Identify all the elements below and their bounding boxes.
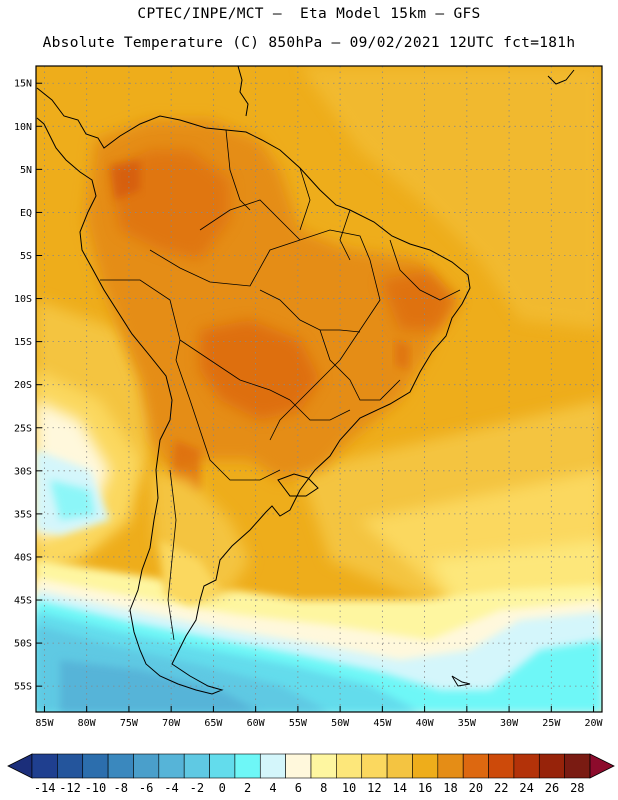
colorbar-swatch [412,753,439,779]
chart-subtitle: Absolute Temperature (C) 850hPa – 09/02/… [42,35,576,51]
lon-tick-label: 70W [162,718,181,729]
lon-tick-label: 25W [542,718,561,729]
colorbar-swatch [437,753,464,779]
colorbar-swatch [462,753,489,779]
country-borders [100,129,461,641]
lon-tick-label: 60W [247,718,266,729]
colorbar-label: -4 [164,781,178,795]
colorbar-label: -12 [59,781,81,795]
colorbar-swatch [57,753,84,779]
colorbar-swatch [158,753,185,779]
longitude-axis: 85W 80W 75W 70W 65W 60W 55W 50W 45W 40W 35W 30W 25W 2… [35,706,604,729]
colorbar-label: 16 [418,781,432,795]
colorbar-label: -8 [114,781,128,795]
lon-tick-label: 75W [120,718,139,729]
chart-title: CPTEC/INPE/MCT – Eta Model 15km – GFS [137,6,481,22]
colorbar-label: 28 [570,781,584,795]
lat-tick-label: 40S [14,552,32,563]
colorbar-label: 0 [219,781,226,795]
colorbar-swatch [234,753,261,779]
colorbar-under-triangle [7,753,33,779]
temperature-field [36,66,602,712]
lat-tick-label: 55S [14,682,32,693]
lat-tick-label: 25S [14,423,32,434]
colorbar-label: -6 [139,781,153,795]
colorbar-label: 18 [443,781,457,795]
colorbar-swatch [513,753,540,779]
colorbar-label: 26 [545,781,559,795]
lon-tick-label: 40W [416,718,435,729]
colorbar-swatch [107,753,134,779]
lon-tick-label: 55W [289,718,308,729]
colorbar-label: 14 [393,781,407,795]
colorbar-swatch [336,753,363,779]
colorbar-swatch [183,753,210,779]
lat-tick-label: 10S [14,294,32,305]
colorbar-label: 10 [342,781,356,795]
colorbar-label: 4 [269,781,276,795]
colorbar-label: -2 [190,781,204,795]
lat-tick-label: 5N [20,165,32,176]
colorbar: -14 -12 -10 -8 -6 -4 -2 0 2 4 6 8 10 12 14 16 18 20 22 24 26… [7,753,615,795]
colorbar-label: -10 [85,781,107,795]
colorbar-over-triangle [589,753,615,779]
colorbar-label: 24 [519,781,533,795]
colorbar-swatch [386,753,413,779]
lat-tick-label: 5S [20,251,32,262]
colorbar-swatch [564,753,591,779]
lon-tick-label: 85W [35,718,54,729]
colorbar-swatch [31,753,58,779]
colorbar-swatch [538,753,565,779]
lon-tick-label: 35W [458,718,477,729]
colorbar-swatch [310,753,337,779]
lat-tick-label: 15S [14,337,32,348]
lon-tick-label: 65W [204,718,223,729]
lat-tick-label: 50S [14,639,32,650]
colorbar-label: 6 [295,781,302,795]
lat-tick-label: 20S [14,380,32,391]
colorbar-label: 2 [244,781,251,795]
lon-tick-label: 20W [585,718,604,729]
lat-tick-label: 30S [14,466,32,477]
colorbar-swatch [285,753,312,779]
colorbar-swatch [259,753,286,779]
colorbar-label: 8 [320,781,327,795]
latitude-axis: 15N 10N 5N EQ 5S 10S 15S 20S 25S 30S 35S 40S 45S 50S 5… [14,79,42,693]
lon-tick-label: 30W [500,718,519,729]
colorbar-swatch [488,753,515,779]
colorbar-swatch [133,753,160,779]
colorbar-swatch [82,753,109,779]
lat-tick-label: 15N [14,79,32,90]
lat-tick-label: 10N [14,122,32,133]
colorbar-label: 12 [367,781,381,795]
colorbar-swatch [209,753,236,779]
lon-tick-label: 45W [373,718,392,729]
lon-tick-label: 80W [78,718,97,729]
lat-tick-label: 45S [14,596,32,607]
colorbar-swatch [361,753,388,779]
map-frame [35,65,603,713]
lat-tick-label: 35S [14,509,32,520]
lat-tick-label: EQ [20,208,32,219]
colorbar-label: 22 [494,781,508,795]
lon-tick-label: 50W [331,718,350,729]
colorbar-label: 20 [469,781,483,795]
coastlines [36,66,575,695]
colorbar-label: -14 [34,781,56,795]
lat-lon-graticule [36,66,602,712]
